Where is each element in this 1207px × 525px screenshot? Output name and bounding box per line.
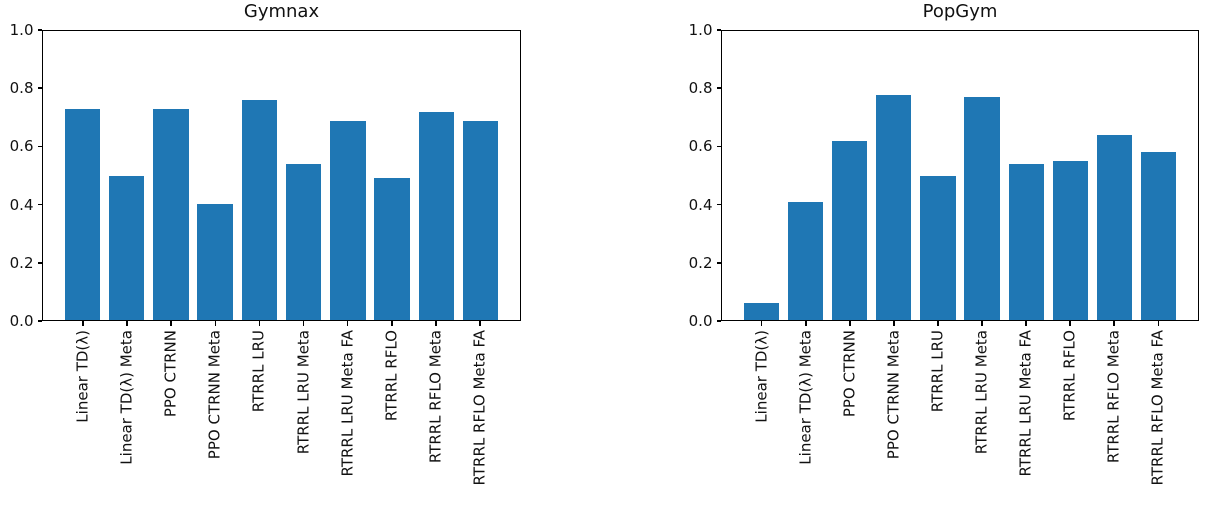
- x-tick-mark: [479, 321, 481, 326]
- x-tick-mark: [1025, 321, 1027, 326]
- y-tick-label: 0.8: [688, 79, 713, 98]
- bar: [153, 109, 189, 320]
- x-tick-mark: [391, 321, 393, 326]
- y-tick-mark: [716, 203, 721, 206]
- y-tick-mark: [716, 145, 721, 148]
- bar: [197, 204, 233, 320]
- y-tick-label: 0.0: [9, 312, 34, 330]
- bar: [743, 302, 779, 320]
- x-tick-label: RTRRL LRU Meta FA: [1016, 329, 1035, 477]
- x-tick-label: PPO CTRNN Meta: [884, 329, 903, 459]
- x-tick-label: RTRRL RFLO Meta FA: [1148, 329, 1167, 485]
- x-tick-mark: [214, 321, 217, 326]
- bar: [374, 178, 410, 320]
- y-tick-label: 1.0: [9, 21, 34, 39]
- x-tick-mark: [346, 321, 349, 326]
- bar: [1008, 163, 1044, 320]
- plot-area: [721, 30, 1199, 321]
- x-tick-mark: [258, 321, 261, 326]
- x-tick-mark: [82, 321, 84, 326]
- x-tick-mark: [1157, 321, 1160, 326]
- x-tick-mark: [981, 321, 983, 326]
- y-tick-mark: [37, 203, 42, 206]
- bar: [285, 163, 322, 320]
- bar: [920, 175, 956, 320]
- bar: [876, 94, 912, 320]
- x-tick-mark: [760, 321, 763, 326]
- y-tick-label: 0.2: [9, 253, 34, 272]
- bar: [1141, 152, 1177, 320]
- bar: [241, 100, 278, 320]
- x-tick-mark: [170, 321, 172, 326]
- y-tick-mark: [716, 87, 721, 89]
- bar: [330, 120, 366, 320]
- x-tick-mark: [302, 321, 305, 326]
- y-tick-label: 0.6: [688, 137, 713, 156]
- bar: [1096, 135, 1133, 320]
- x-tick-label: RTRRL RFLO: [1060, 329, 1079, 421]
- y-tick-label: 0.4: [9, 195, 34, 214]
- bar: [418, 111, 455, 320]
- y-tick-label: 0.0: [688, 312, 713, 330]
- y-tick-mark: [37, 145, 42, 148]
- bar: [1052, 161, 1089, 320]
- y-tick-label: 0.4: [688, 195, 713, 214]
- y-tick-label: 0.8: [9, 79, 34, 98]
- x-tick-label: PPO CTRNN: [840, 329, 859, 417]
- x-tick-mark: [435, 321, 437, 326]
- bar: [787, 201, 824, 320]
- x-tick-mark: [126, 321, 128, 326]
- y-tick-label: 0.2: [688, 253, 713, 272]
- chart-title: PopGym: [922, 1, 998, 22]
- plot-area: [42, 30, 521, 321]
- chart-title: Gymnax: [243, 1, 320, 22]
- x-tick-label: Linear TD(λ): [752, 329, 771, 423]
- y-tick-label: 1.0: [688, 21, 713, 39]
- x-tick-mark: [1113, 321, 1115, 326]
- bar: [64, 109, 101, 320]
- x-tick-mark: [937, 321, 939, 326]
- y-tick-mark: [37, 29, 42, 31]
- y-tick-mark: [716, 320, 721, 322]
- x-tick-label: RTRRL RFLO Meta: [1104, 329, 1123, 463]
- bar: [108, 175, 145, 320]
- bar: [462, 120, 499, 320]
- y-tick-mark: [37, 320, 42, 322]
- bar: [831, 140, 868, 320]
- y-tick-mark: [37, 87, 42, 89]
- x-tick-label: Linear TD(λ) Meta: [796, 329, 815, 465]
- x-tick-mark: [805, 321, 807, 326]
- y-tick-mark: [716, 262, 721, 264]
- x-tick-mark: [849, 321, 851, 326]
- y-tick-mark: [37, 262, 42, 264]
- x-tick-mark: [1069, 321, 1071, 326]
- x-tick-label: RTRRL LRU: [928, 329, 947, 412]
- x-tick-mark: [893, 321, 895, 326]
- x-tick-label: RTRRL LRU Meta: [972, 329, 991, 454]
- bar: [964, 97, 1000, 320]
- y-tick-label: 0.6: [9, 137, 34, 156]
- y-tick-mark: [716, 29, 721, 31]
